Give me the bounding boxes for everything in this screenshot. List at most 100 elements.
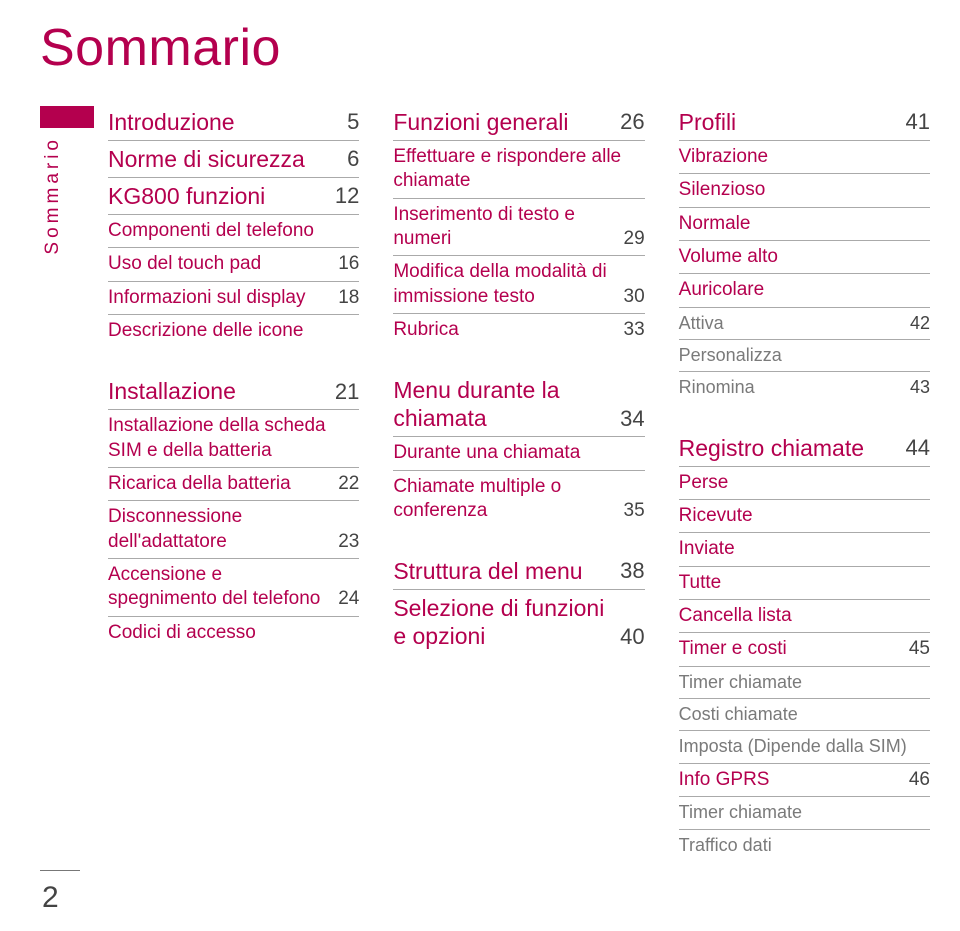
toc-label: Registro chiamate — [679, 434, 898, 462]
toc-label: Modifica della modalità di immissione te… — [393, 260, 615, 309]
toc-page: 38 — [620, 558, 644, 585]
toc-page: 18 — [338, 286, 359, 310]
toc-page: 29 — [624, 227, 645, 251]
toc-row: Struttura del menu38 — [393, 553, 644, 590]
toc-label: Descrizione delle icone — [108, 319, 359, 343]
toc-row: Costi chiamate — [679, 699, 930, 731]
toc-label: Effettuare e rispondere alle chiamate — [393, 145, 644, 194]
toc-row: Traffico dati — [679, 830, 930, 861]
toc-page: 22 — [338, 472, 359, 496]
toc-page: 33 — [624, 318, 645, 342]
toc-row: Componenti del telefono — [108, 215, 359, 248]
toc-page: 42 — [910, 312, 930, 335]
toc-page: 30 — [624, 285, 645, 309]
toc-page: 24 — [338, 587, 359, 611]
toc-row: Cancella lista — [679, 600, 930, 633]
toc-label: Perse — [679, 471, 930, 495]
toc-row: Auricolare — [679, 274, 930, 307]
toc-page: 44 — [906, 435, 930, 462]
toc-page: 46 — [909, 768, 930, 792]
toc-label: Normale — [679, 212, 930, 236]
toc-row: Menu durante la chiamata34 — [393, 372, 644, 437]
toc-label: Componenti del telefono — [108, 219, 359, 243]
toc-row: Informazioni sul display 18 — [108, 282, 359, 315]
toc-row: Chiamate multiple o conferenza 35 — [393, 471, 644, 528]
toc-label: Accensione e spegnimento del telefono — [108, 563, 330, 612]
toc-label: Rubrica — [393, 318, 615, 342]
toc-row: Effettuare e rispondere alle chiamate — [393, 141, 644, 199]
toc-row: Ricarica della batteria 22 — [108, 468, 359, 501]
toc-label: Traffico dati — [679, 834, 930, 857]
toc-label: Tutte — [679, 571, 930, 595]
toc-row: Imposta (Dipende dalla SIM) — [679, 731, 930, 763]
toc-label: Norme di sicurezza — [108, 145, 339, 173]
toc-label: KG800 funzioni — [108, 182, 327, 210]
toc-label: Cancella lista — [679, 604, 930, 628]
toc-label: Informazioni sul display — [108, 286, 330, 310]
toc-row: Profili 41 — [679, 104, 930, 141]
toc-row: Selezione di funzioni e opzioni40 — [393, 590, 644, 654]
toc-label: Ricarica della batteria — [108, 472, 330, 496]
column-3: Profili 41 Vibrazione Silenzioso Normale Volu… — [679, 104, 930, 861]
toc-row: Personalizza — [679, 340, 930, 372]
column-2: Funzioni generali26Effettuare e risponde… — [393, 104, 644, 861]
toc-page: 26 — [620, 109, 644, 136]
toc-row: Durante una chiamata — [393, 437, 644, 470]
toc-page: 34 — [620, 406, 644, 433]
toc-label: Personalizza — [679, 344, 930, 367]
toc-row: Introduzione5 — [108, 104, 359, 141]
toc-page: 21 — [335, 379, 359, 406]
toc-row: Uso del touch pad 16 — [108, 248, 359, 281]
toc-row: Inviate — [679, 533, 930, 566]
toc-label: Codici di accesso — [108, 621, 359, 645]
toc-page: 45 — [909, 637, 930, 661]
toc-label: Timer chiamate — [679, 671, 930, 694]
toc-row: Normale — [679, 208, 930, 241]
toc-row: Codici di accesso — [108, 617, 359, 649]
toc-label: Silenzioso — [679, 178, 930, 202]
toc-row: Timer chiamate — [679, 797, 930, 829]
toc-page: 16 — [338, 252, 359, 276]
toc-label: Selezione di funzioni e opzioni — [393, 594, 612, 650]
toc-page: 23 — [338, 530, 359, 554]
toc-label: Attiva — [679, 312, 902, 335]
toc-label: Volume alto — [679, 245, 930, 269]
side-tab: Sommario — [42, 136, 64, 255]
page-number: 2 — [42, 881, 59, 915]
toc-label: Imposta (Dipende dalla SIM) — [679, 735, 930, 758]
footer-rule — [40, 870, 80, 871]
toc-page: 43 — [910, 376, 930, 399]
toc-row: Info GPRS46 — [679, 764, 930, 797]
toc-label: Disconnessione dell'adattatore — [108, 505, 330, 554]
toc-row: Registro chiamate 44 — [679, 430, 930, 467]
toc-row: Norme di sicurezza6 — [108, 141, 359, 178]
toc-label: Vibrazione — [679, 145, 930, 169]
toc-label: Durante una chiamata — [393, 441, 644, 465]
toc-label: Rinomina — [679, 376, 902, 399]
toc-row: Rinomina 43 — [679, 372, 930, 403]
toc-page: 35 — [624, 499, 645, 523]
toc-label: Introduzione — [108, 108, 339, 136]
toc-columns: Introduzione5Norme di sicurezza6 KG800 fu… — [108, 104, 930, 861]
toc-row: Installazione della scheda SIM e della b… — [108, 410, 359, 468]
toc-page: 12 — [335, 183, 359, 210]
toc-label: Costi chiamate — [679, 703, 930, 726]
toc-row: Accensione e spegnimento del telefono 24 — [108, 559, 359, 617]
toc-row: Perse — [679, 467, 930, 500]
toc-label: Installazione della scheda SIM e della b… — [108, 414, 359, 463]
toc-label: Inserimento di testo e numeri — [393, 203, 615, 252]
toc-row: Attiva 42 — [679, 308, 930, 340]
toc-row: Vibrazione — [679, 141, 930, 174]
toc-row: Descrizione delle icone — [108, 315, 359, 347]
toc-label: Uso del touch pad — [108, 252, 330, 276]
toc-label: Chiamate multiple o conferenza — [393, 475, 615, 524]
toc-label: Profili — [679, 108, 898, 136]
toc-row: Tutte — [679, 567, 930, 600]
toc-label: Timer chiamate — [679, 801, 930, 824]
toc-row: Volume alto — [679, 241, 930, 274]
toc-page: 41 — [906, 109, 930, 136]
toc-row: Modifica della modalità di immissione te… — [393, 256, 644, 314]
toc-row: Silenzioso — [679, 174, 930, 207]
toc-label: Auricolare — [679, 278, 930, 302]
toc-row: Rubrica 33 — [393, 314, 644, 346]
